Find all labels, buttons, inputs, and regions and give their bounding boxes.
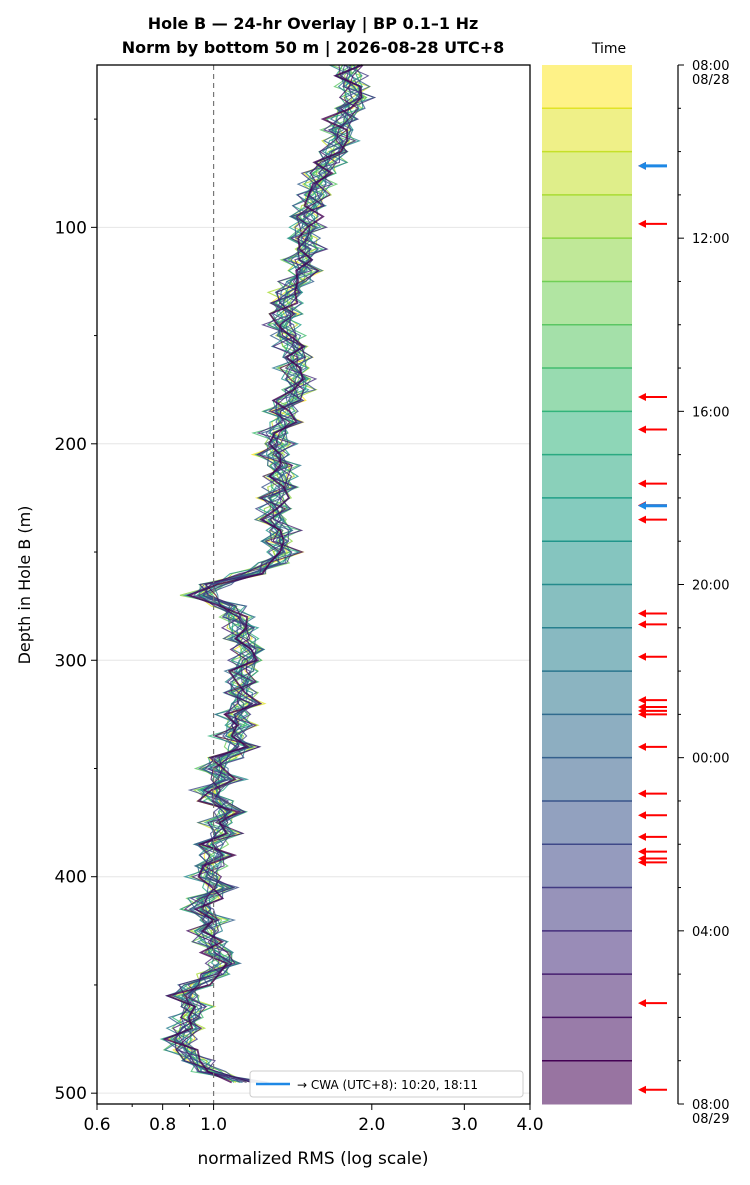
colorbar-title: Time [591, 41, 626, 57]
colorbar-segment [542, 411, 632, 456]
event-markers [638, 161, 667, 1094]
trace-line [167, 64, 371, 1083]
time-tick-label: 08:00 [692, 1098, 729, 1113]
event-arrow-head [638, 652, 646, 661]
trace-line [162, 64, 363, 1084]
y-tick-label: 400 [55, 868, 87, 888]
colorbar-segment [542, 238, 632, 282]
x-tick-label: 1.0 [200, 1115, 227, 1135]
colorbar-segment [542, 108, 632, 153]
colorbar-segment [542, 65, 632, 109]
x-tick-label: 0.8 [149, 1115, 176, 1135]
event-arrow-head [638, 742, 646, 751]
y-tick-label: 100 [55, 218, 87, 238]
colorbar-segment [542, 281, 632, 326]
colorbar-segment [542, 714, 632, 759]
plot-frame [96, 64, 531, 1105]
event-arrow-head [638, 710, 646, 719]
event-arrow-head [638, 696, 646, 705]
colorbar-segment [542, 497, 632, 542]
x-axis-label: normalized RMS (log scale) [198, 1149, 429, 1169]
x-tick-label: 3.0 [451, 1115, 478, 1135]
event-arrow-head [638, 425, 646, 434]
event-arrow-head [638, 832, 646, 841]
chart-title-line2: Norm by bottom 50 m | 2026-08-28 UTC+8 [122, 38, 505, 58]
event-arrow-head [638, 515, 646, 524]
event-arrow-head [638, 620, 646, 629]
y-axis: 100 200 300 400 500 [55, 118, 97, 1104]
colorbar-segment [542, 368, 632, 412]
x-axis: 0.6 0.8 1.0 2.0 3.0 4.0 [83, 1104, 544, 1135]
event-arrow-head [638, 219, 646, 228]
x-tick-label: 4.0 [516, 1115, 543, 1135]
colorbar-segment [542, 757, 632, 802]
time-tick-label: 12:00 [692, 232, 729, 247]
legend-box [249, 1070, 524, 1098]
trace-line [177, 64, 370, 1083]
event-arrow-head [638, 393, 646, 402]
event-arrow-head [638, 858, 646, 867]
chart-title-line1: Hole B — 24-hr Overlay | BP 0.1–1 Hz [148, 14, 479, 34]
y-tick-label: 200 [55, 435, 87, 455]
colorbar-segment [542, 974, 632, 1018]
event-arrow-head [638, 1085, 646, 1094]
cwa-arrow-head [638, 501, 646, 510]
y-tick-label: 300 [55, 651, 87, 671]
trace-group [159, 64, 377, 1084]
time-tick-label: 04:00 [692, 925, 729, 940]
cwa-arrow-head [638, 161, 646, 170]
colorbar-segment [542, 1017, 632, 1062]
event-arrow-head [638, 847, 646, 856]
event-arrow-head [638, 999, 646, 1008]
colorbar-segment [542, 194, 632, 239]
event-arrow-head [638, 789, 646, 798]
time-tick-label: 00:00 [692, 752, 729, 767]
colorbar-segment [542, 930, 632, 975]
colorbar-segment [542, 454, 632, 499]
colorbar-segment [542, 151, 632, 196]
legend: → CWA (UTC+8): 10:20, 18:11 [249, 1070, 524, 1098]
colorbar-segment [542, 671, 632, 715]
colorbar-segment [542, 541, 632, 585]
time-tick-label: 16:00 [692, 405, 729, 420]
y-tick-label: 500 [55, 1084, 87, 1104]
colorbar-segment [542, 1060, 632, 1105]
x-tick-label: 0.6 [83, 1115, 110, 1135]
x-tick-label: 2.0 [358, 1115, 385, 1135]
event-arrow-head [638, 811, 646, 820]
event-arrow-head [638, 609, 646, 618]
time-tick-label: 08:00 [692, 59, 729, 74]
time-tick-date-label: 08/28 [692, 73, 729, 88]
colorbar-segment [542, 584, 632, 629]
colorbar-segment [542, 324, 632, 369]
time-axis: 08:0008/2812:0016:0020:0000:0004:0008:00… [677, 59, 729, 1127]
time-tick-date-label: 08/29 [692, 1112, 729, 1127]
trace-line [175, 64, 364, 1083]
colorbar [542, 65, 632, 1105]
time-tick-label: 20:00 [692, 579, 729, 594]
colorbar-segment [542, 844, 632, 889]
colorbar-segment [542, 800, 632, 845]
y-axis-label: Depth in Hole B (m) [15, 506, 34, 665]
colorbar-segment [542, 627, 632, 672]
colorbar-segment [542, 887, 632, 932]
legend-label: → CWA (UTC+8): 10:20, 18:11 [297, 1078, 478, 1092]
trace-line [164, 64, 361, 1083]
event-arrow-head [638, 479, 646, 488]
